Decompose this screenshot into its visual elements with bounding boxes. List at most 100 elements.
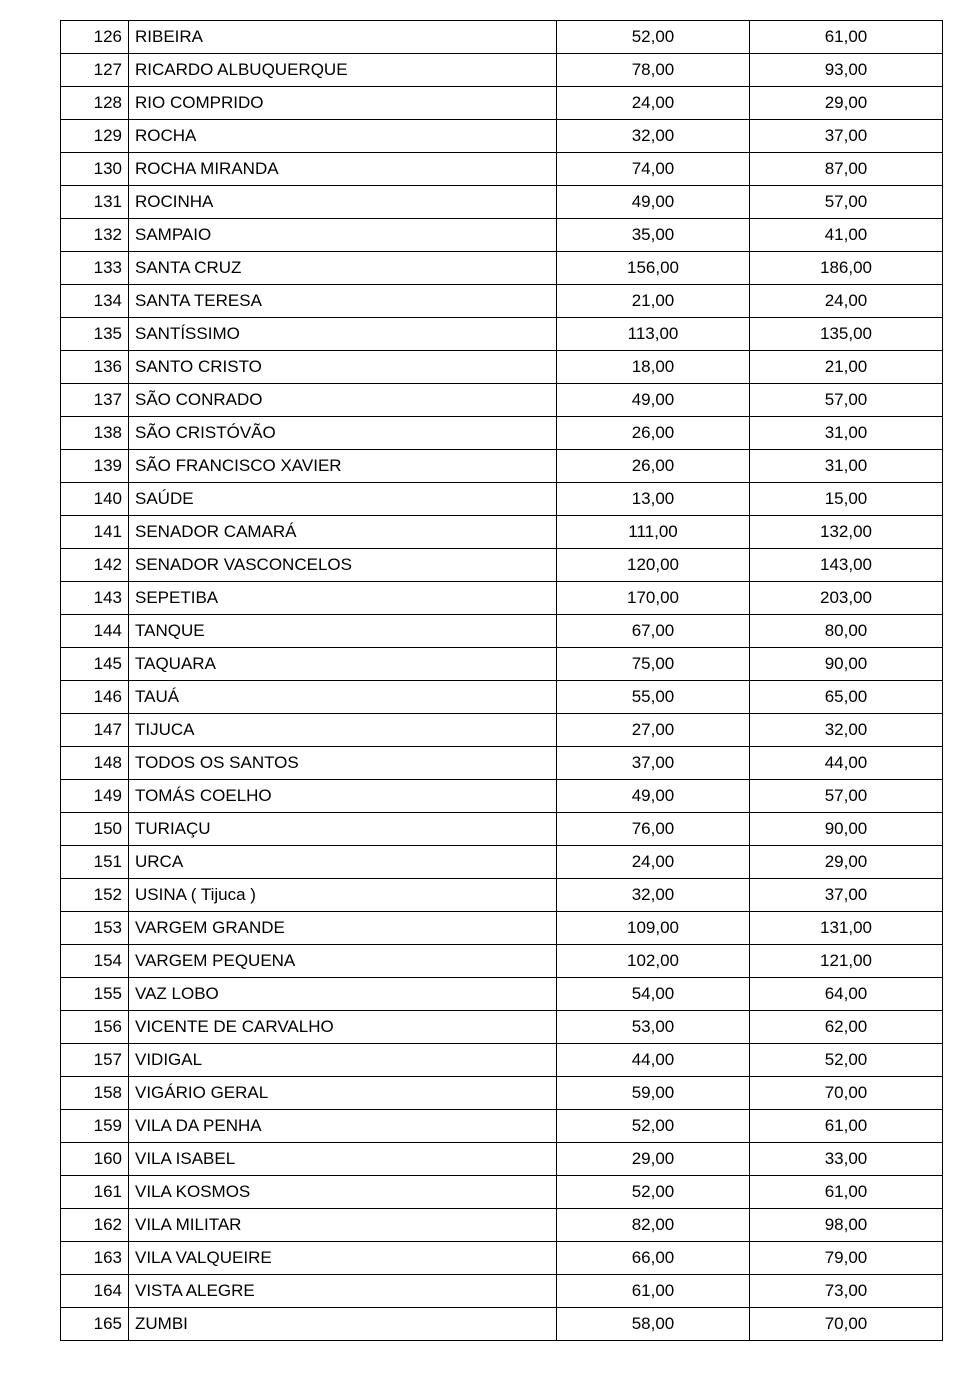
table-row: 126RIBEIRA52,0061,00	[61, 21, 943, 54]
row-number: 133	[61, 252, 129, 285]
row-value-1: 37,00	[557, 747, 750, 780]
row-value-2: 61,00	[750, 1176, 943, 1209]
row-number: 150	[61, 813, 129, 846]
row-number: 139	[61, 450, 129, 483]
row-value-1: 170,00	[557, 582, 750, 615]
row-number: 146	[61, 681, 129, 714]
row-name: ROCHA MIRANDA	[129, 153, 557, 186]
row-number: 157	[61, 1044, 129, 1077]
row-value-1: 24,00	[557, 87, 750, 120]
row-value-1: 74,00	[557, 153, 750, 186]
row-number: 153	[61, 912, 129, 945]
row-number: 130	[61, 153, 129, 186]
row-value-2: 57,00	[750, 186, 943, 219]
row-value-1: 24,00	[557, 846, 750, 879]
row-value-2: 52,00	[750, 1044, 943, 1077]
row-number: 135	[61, 318, 129, 351]
row-name: SANTA CRUZ	[129, 252, 557, 285]
row-name: VILA KOSMOS	[129, 1176, 557, 1209]
table-row: 164VISTA ALEGRE61,0073,00	[61, 1275, 943, 1308]
row-name: SENADOR CAMARÁ	[129, 516, 557, 549]
row-name: SEPETIBA	[129, 582, 557, 615]
row-value-2: 90,00	[750, 813, 943, 846]
row-number: 151	[61, 846, 129, 879]
row-value-1: 59,00	[557, 1077, 750, 1110]
row-number: 156	[61, 1011, 129, 1044]
row-number: 160	[61, 1143, 129, 1176]
row-value-1: 111,00	[557, 516, 750, 549]
row-value-1: 52,00	[557, 1176, 750, 1209]
table-row: 165ZUMBI58,0070,00	[61, 1308, 943, 1341]
row-name: VILA ISABEL	[129, 1143, 557, 1176]
row-value-1: 61,00	[557, 1275, 750, 1308]
table-row: 161VILA KOSMOS52,0061,00	[61, 1176, 943, 1209]
row-value-2: 24,00	[750, 285, 943, 318]
row-number: 140	[61, 483, 129, 516]
table-body: 126RIBEIRA52,0061,00127RICARDO ALBUQUERQ…	[61, 21, 943, 1341]
row-name: VARGEM GRANDE	[129, 912, 557, 945]
row-value-2: 131,00	[750, 912, 943, 945]
row-name: SAMPAIO	[129, 219, 557, 252]
row-value-2: 70,00	[750, 1077, 943, 1110]
row-name: SAÚDE	[129, 483, 557, 516]
row-value-1: 26,00	[557, 450, 750, 483]
row-value-1: 52,00	[557, 21, 750, 54]
row-number: 165	[61, 1308, 129, 1341]
row-name: VIGÁRIO GERAL	[129, 1077, 557, 1110]
row-value-1: 58,00	[557, 1308, 750, 1341]
row-name: RIO COMPRIDO	[129, 87, 557, 120]
row-name: VAZ LOBO	[129, 978, 557, 1011]
row-value-1: 102,00	[557, 945, 750, 978]
row-value-2: 135,00	[750, 318, 943, 351]
row-name: TIJUCA	[129, 714, 557, 747]
row-value-2: 33,00	[750, 1143, 943, 1176]
row-value-1: 49,00	[557, 186, 750, 219]
table-row: 146TAUÁ55,0065,00	[61, 681, 943, 714]
row-value-1: 156,00	[557, 252, 750, 285]
row-name: TAUÁ	[129, 681, 557, 714]
row-value-1: 55,00	[557, 681, 750, 714]
row-name: TOMÁS COELHO	[129, 780, 557, 813]
row-name: URCA	[129, 846, 557, 879]
row-value-1: 29,00	[557, 1143, 750, 1176]
table-row: 127RICARDO ALBUQUERQUE78,0093,00	[61, 54, 943, 87]
table-row: 145TAQUARA75,0090,00	[61, 648, 943, 681]
row-number: 149	[61, 780, 129, 813]
row-value-1: 109,00	[557, 912, 750, 945]
row-number: 162	[61, 1209, 129, 1242]
row-value-1: 66,00	[557, 1242, 750, 1275]
row-number: 143	[61, 582, 129, 615]
row-value-2: 15,00	[750, 483, 943, 516]
row-name: VIDIGAL	[129, 1044, 557, 1077]
row-name: TANQUE	[129, 615, 557, 648]
row-value-2: 79,00	[750, 1242, 943, 1275]
table-row: 137SÃO CONRADO49,0057,00	[61, 384, 943, 417]
row-name: TURIAÇU	[129, 813, 557, 846]
row-number: 142	[61, 549, 129, 582]
table-row: 150TURIAÇU76,0090,00	[61, 813, 943, 846]
row-name: VICENTE DE CARVALHO	[129, 1011, 557, 1044]
row-number: 137	[61, 384, 129, 417]
row-value-1: 49,00	[557, 384, 750, 417]
table-row: 140SAÚDE13,0015,00	[61, 483, 943, 516]
table-row: 134SANTA TERESA21,0024,00	[61, 285, 943, 318]
row-value-2: 61,00	[750, 21, 943, 54]
row-name: ROCINHA	[129, 186, 557, 219]
table-row: 128RIO COMPRIDO24,0029,00	[61, 87, 943, 120]
row-value-2: 31,00	[750, 450, 943, 483]
row-value-1: 26,00	[557, 417, 750, 450]
row-value-1: 27,00	[557, 714, 750, 747]
document-page: 126RIBEIRA52,0061,00127RICARDO ALBUQUERQ…	[0, 0, 960, 1381]
table-row: 141SENADOR CAMARÁ111,00132,00	[61, 516, 943, 549]
row-name: TAQUARA	[129, 648, 557, 681]
row-value-1: 32,00	[557, 879, 750, 912]
table-row: 149TOMÁS COELHO49,0057,00	[61, 780, 943, 813]
row-name: ZUMBI	[129, 1308, 557, 1341]
table-row: 162VILA MILITAR82,0098,00	[61, 1209, 943, 1242]
row-name: VILA VALQUEIRE	[129, 1242, 557, 1275]
table-row: 132SAMPAIO35,0041,00	[61, 219, 943, 252]
row-number: 145	[61, 648, 129, 681]
row-number: 164	[61, 1275, 129, 1308]
row-number: 155	[61, 978, 129, 1011]
row-value-2: 31,00	[750, 417, 943, 450]
